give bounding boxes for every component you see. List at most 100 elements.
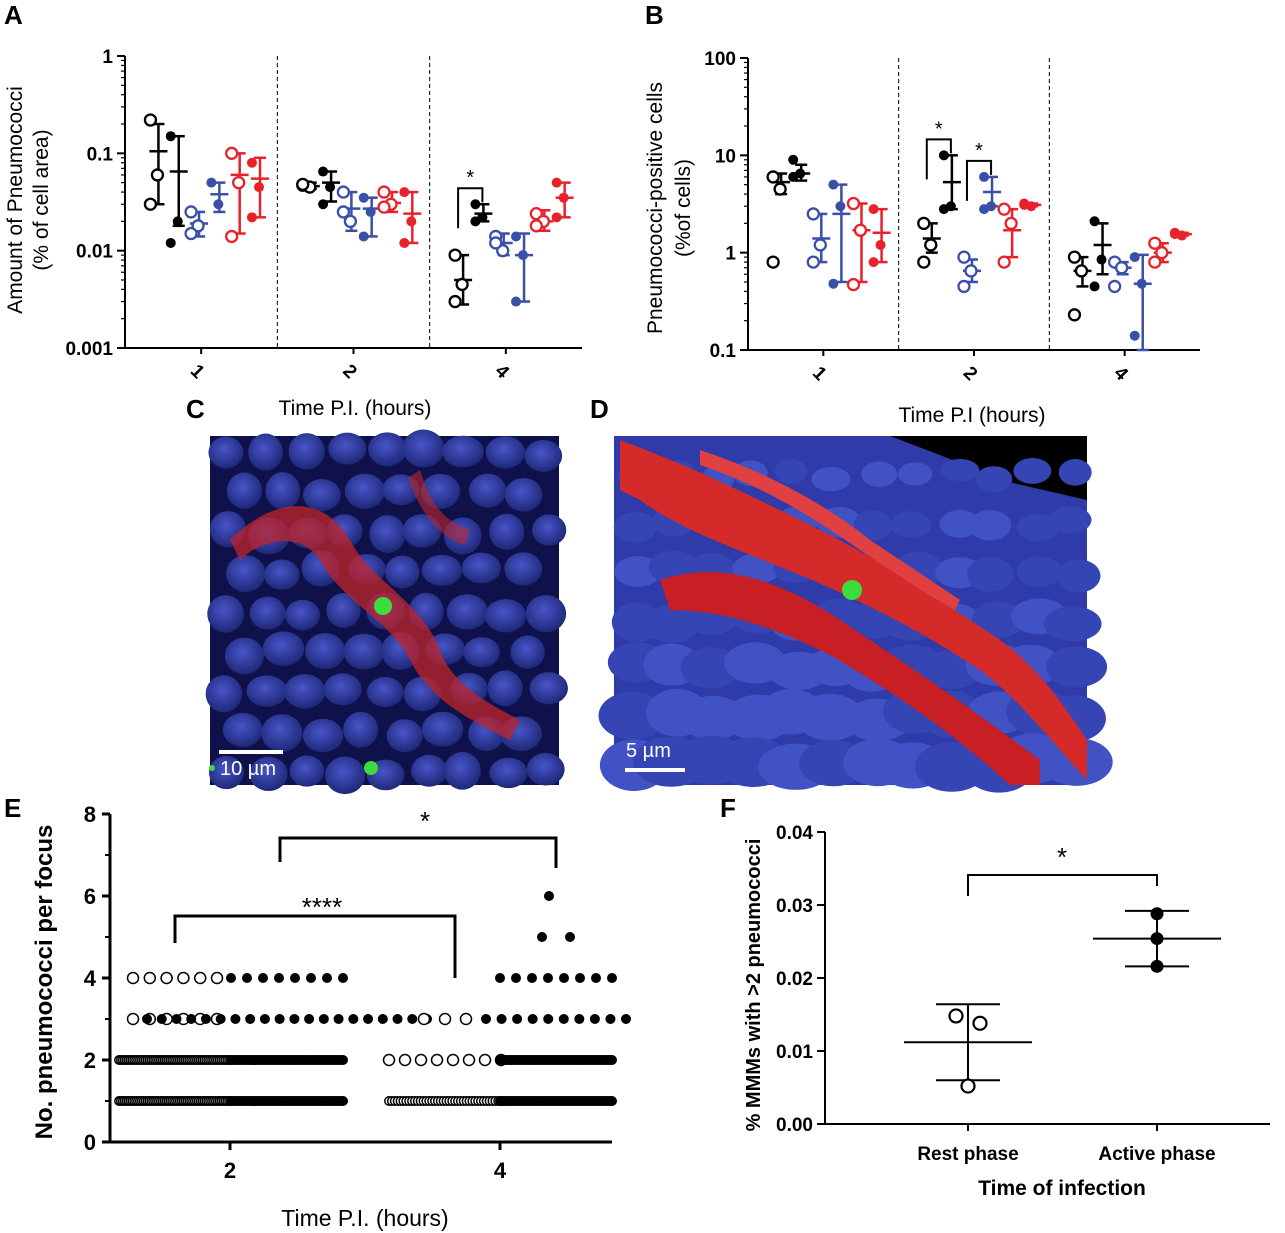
data-point-filled [392,1014,403,1024]
data-point-filled [1089,216,1100,227]
nucleus-shape [325,756,366,795]
data-point-filled [607,1096,617,1106]
cell-surface-shape [940,458,980,482]
data-point-filled [274,1014,285,1024]
data-point-open [296,177,310,192]
nucleus-shape [302,718,344,753]
data-point-filled [828,179,839,190]
data-point-filled [1150,932,1164,946]
nucleus-shape [489,513,525,550]
nucleus-shape [249,596,286,630]
y-tick-label: 0.01 [776,1042,813,1063]
data-point-open [1004,216,1018,231]
nucleus-shape [226,555,266,593]
nucleus-shape [222,712,263,747]
nucleus-shape [369,515,406,553]
nucleus-shape [246,675,288,707]
panel-e-ylabel: No. pneumococci per focus [31,825,58,1140]
data-point-filled [186,1014,197,1024]
data-point-filled [511,973,521,983]
significance-bracket [965,159,993,201]
cell-surface-shape [975,466,1013,493]
data-point-filled [559,973,569,983]
nucleus-shape [421,711,464,747]
data-point-open [489,236,503,250]
y-tick-label: 0.03 [776,896,813,917]
data-point-open [448,248,462,262]
data-point-filled [938,204,949,215]
data-point-filled [835,201,846,212]
significance-label: **** [302,892,342,922]
nucleus-shape [265,472,301,510]
data-point-open [806,255,820,269]
panel-b-xlabel: Time P.I (hours) [898,404,1045,427]
data-point-filled [537,932,547,942]
panel-d-scale-label: 5 µm [626,740,671,762]
data-point-open [1148,236,1162,250]
data-point-filled [338,973,348,983]
data-point-filled [156,1014,167,1024]
data-point-filled [333,1014,344,1024]
data-point-filled [338,1055,348,1065]
y-tick-label: 0.04 [776,823,813,844]
nucleus-shape [461,552,501,584]
nucleus-shape [226,472,262,509]
data-point-filled [289,1014,300,1024]
data-point-filled [363,1014,374,1024]
significance-label: * [935,118,943,140]
data-point-open [806,207,820,221]
data-point-open [143,971,157,985]
cell-surface-shape [774,458,808,484]
y-tick-label: 2 [84,1048,96,1073]
data-point-open [462,1053,476,1067]
nucleus-shape [288,433,325,470]
data-point-filled [399,237,410,248]
data-point-open [343,214,358,229]
data-point-open [1155,246,1169,260]
nucleus-shape [442,435,484,468]
data-point-open [430,1053,444,1067]
data-point-filled [551,177,562,188]
data-point-open [766,255,780,269]
nucleus-shape [421,554,463,586]
nucleus-shape [208,436,244,469]
data-point-open [414,1053,428,1067]
nucleus-shape [289,755,325,787]
cell-surface-shape [1058,459,1092,486]
data-point-filled [607,973,617,983]
data-point-open [1107,279,1122,294]
data-point-filled [245,1014,256,1024]
y-tick-label: 1 [102,47,113,68]
data-point-filled [322,973,332,983]
cell-surface-shape [861,461,898,488]
data-point-open [336,205,351,219]
y-tick-label: 1 [725,244,736,265]
data-point-open [126,1012,140,1026]
data-point-open [143,197,158,211]
data-point-open [417,1012,431,1026]
data-point-filled [868,204,879,215]
data-point-filled [1169,229,1180,240]
data-point-filled [574,1014,585,1024]
data-point-filled [558,192,569,203]
x-tick-label: 1 [186,361,209,384]
cell-surface-shape [1016,556,1063,587]
data-point-open [773,182,787,196]
data-point-filled [246,157,257,168]
data-point-filled [165,131,176,142]
x-tick-label: 2 [959,363,981,385]
y-tick-label: 0.001 [65,339,113,360]
data-point-filled [518,250,529,261]
data-point-open [957,279,971,294]
data-point-filled [1150,959,1164,973]
x-tick-label: 1 [808,363,831,386]
data-point-filled [511,231,522,242]
nucleus-shape [386,719,423,753]
data-point-open [917,255,931,269]
panel-c-scale-bar [219,750,283,754]
data-point-open [1114,261,1129,275]
nucleus-shape [284,674,326,709]
data-point-filled [365,206,376,217]
data-point-filled [242,973,252,983]
